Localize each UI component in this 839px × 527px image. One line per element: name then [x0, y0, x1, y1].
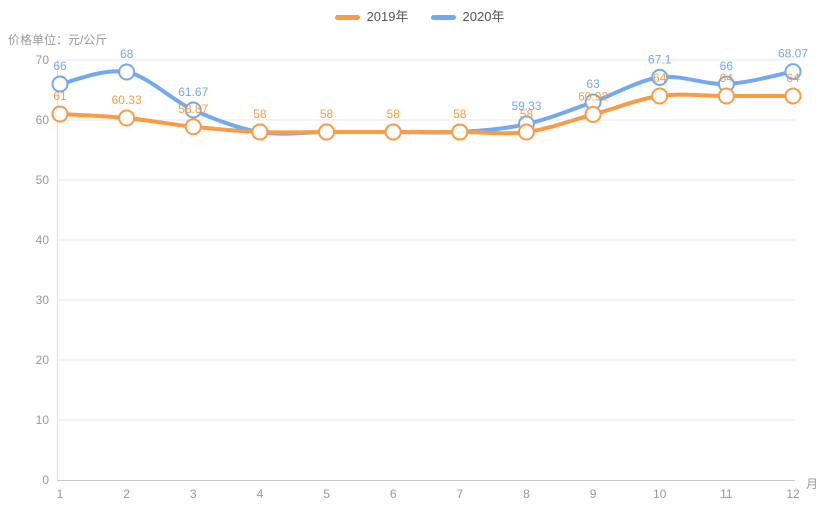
data-point-2019年[interactable] [584, 105, 602, 123]
value-label-2019年: 58 [453, 107, 467, 121]
value-label-2020年: 67.1 [648, 52, 672, 66]
data-point-2019年[interactable] [651, 87, 669, 105]
y-axis-tick-label: 60 [36, 113, 50, 127]
data-point-2019年[interactable] [384, 123, 402, 141]
y-axis-tick-label: 50 [36, 173, 50, 187]
value-label-2019年: 58 [320, 107, 334, 121]
value-label-2019年: 64 [653, 71, 667, 85]
value-label-2019年: 58.87 [178, 102, 208, 116]
y-axis-unit-label: 价格单位：元/公斤 [8, 33, 108, 47]
data-point-2019年[interactable] [717, 87, 735, 105]
legend: 2019年 2020年 [0, 9, 839, 25]
x-axis-tick-label: 12 [786, 487, 800, 501]
y-axis-tick-label: 20 [36, 353, 50, 367]
value-label-2020年: 68 [120, 47, 134, 61]
data-point-2019年[interactable] [451, 123, 469, 141]
value-label-2020年: 61.67 [178, 85, 208, 99]
value-label-2019年: 58 [387, 107, 401, 121]
legend-label-2020: 2020年 [462, 9, 505, 24]
x-axis-tick-label: 1 [57, 487, 64, 501]
value-label-2020年: 66 [53, 59, 67, 73]
data-point-2019年[interactable] [784, 87, 802, 105]
x-axis-tick-label: 7 [456, 487, 463, 501]
y-axis-tick-label: 30 [36, 293, 50, 307]
value-label-2019年: 58 [253, 107, 267, 121]
value-label-2020年: 66 [720, 59, 734, 73]
y-axis-tick-label: 10 [36, 413, 50, 427]
x-axis-tick-label: 3 [190, 487, 197, 501]
data-point-2020年[interactable] [184, 101, 202, 119]
x-axis-tick-label: 9 [590, 487, 597, 501]
data-point-2019年[interactable] [251, 123, 269, 141]
value-label-2019年: 60.33 [112, 93, 142, 107]
value-label-2019年: 61 [53, 89, 67, 103]
data-point-2020年[interactable] [784, 63, 802, 81]
legend-label-2019: 2019年 [366, 9, 409, 24]
x-axis-tick-label: 10 [653, 487, 667, 501]
value-label-2020年: 68.07 [778, 47, 808, 61]
data-point-2019年[interactable] [184, 118, 202, 136]
data-point-2019年[interactable] [51, 105, 69, 123]
value-label-2020年: 59.33 [511, 99, 541, 113]
data-point-2019年[interactable] [118, 109, 136, 127]
legend-item-2020[interactable]: 2020年 [430, 9, 505, 25]
value-label-2019年: 58 [520, 107, 534, 121]
x-axis-tick-label: 8 [523, 487, 530, 501]
value-label-2020年: 63 [586, 77, 600, 91]
x-axis-name-label: 月 [806, 477, 818, 491]
data-point-2020年[interactable] [651, 68, 669, 86]
value-label-2019年: 64 [786, 71, 800, 85]
data-point-2020年[interactable] [118, 63, 136, 81]
series-line-2019年 [58, 92, 795, 136]
x-axis-tick-label: 4 [257, 487, 264, 501]
x-axis-tick-label: 11 [720, 487, 733, 501]
legend-item-2019[interactable]: 2019年 [334, 9, 409, 25]
x-axis-tick-label: 6 [390, 487, 397, 501]
y-axis-tick-label: 40 [36, 233, 50, 247]
y-axis-tick-label: 70 [36, 53, 50, 67]
data-point-2020年[interactable] [51, 75, 69, 93]
x-axis-tick-label: 5 [323, 487, 330, 501]
x-axis-tick-label: 2 [123, 487, 130, 501]
legend-line-marker-2020 [430, 14, 456, 20]
data-point-2019年[interactable] [517, 123, 535, 141]
value-label-2019年: 64 [720, 71, 734, 85]
legend-line-marker-2019 [334, 14, 360, 20]
value-label-2019年: 60.92 [578, 89, 608, 103]
y-axis-tick-label: 0 [42, 473, 49, 487]
data-point-2019年[interactable] [318, 123, 336, 141]
